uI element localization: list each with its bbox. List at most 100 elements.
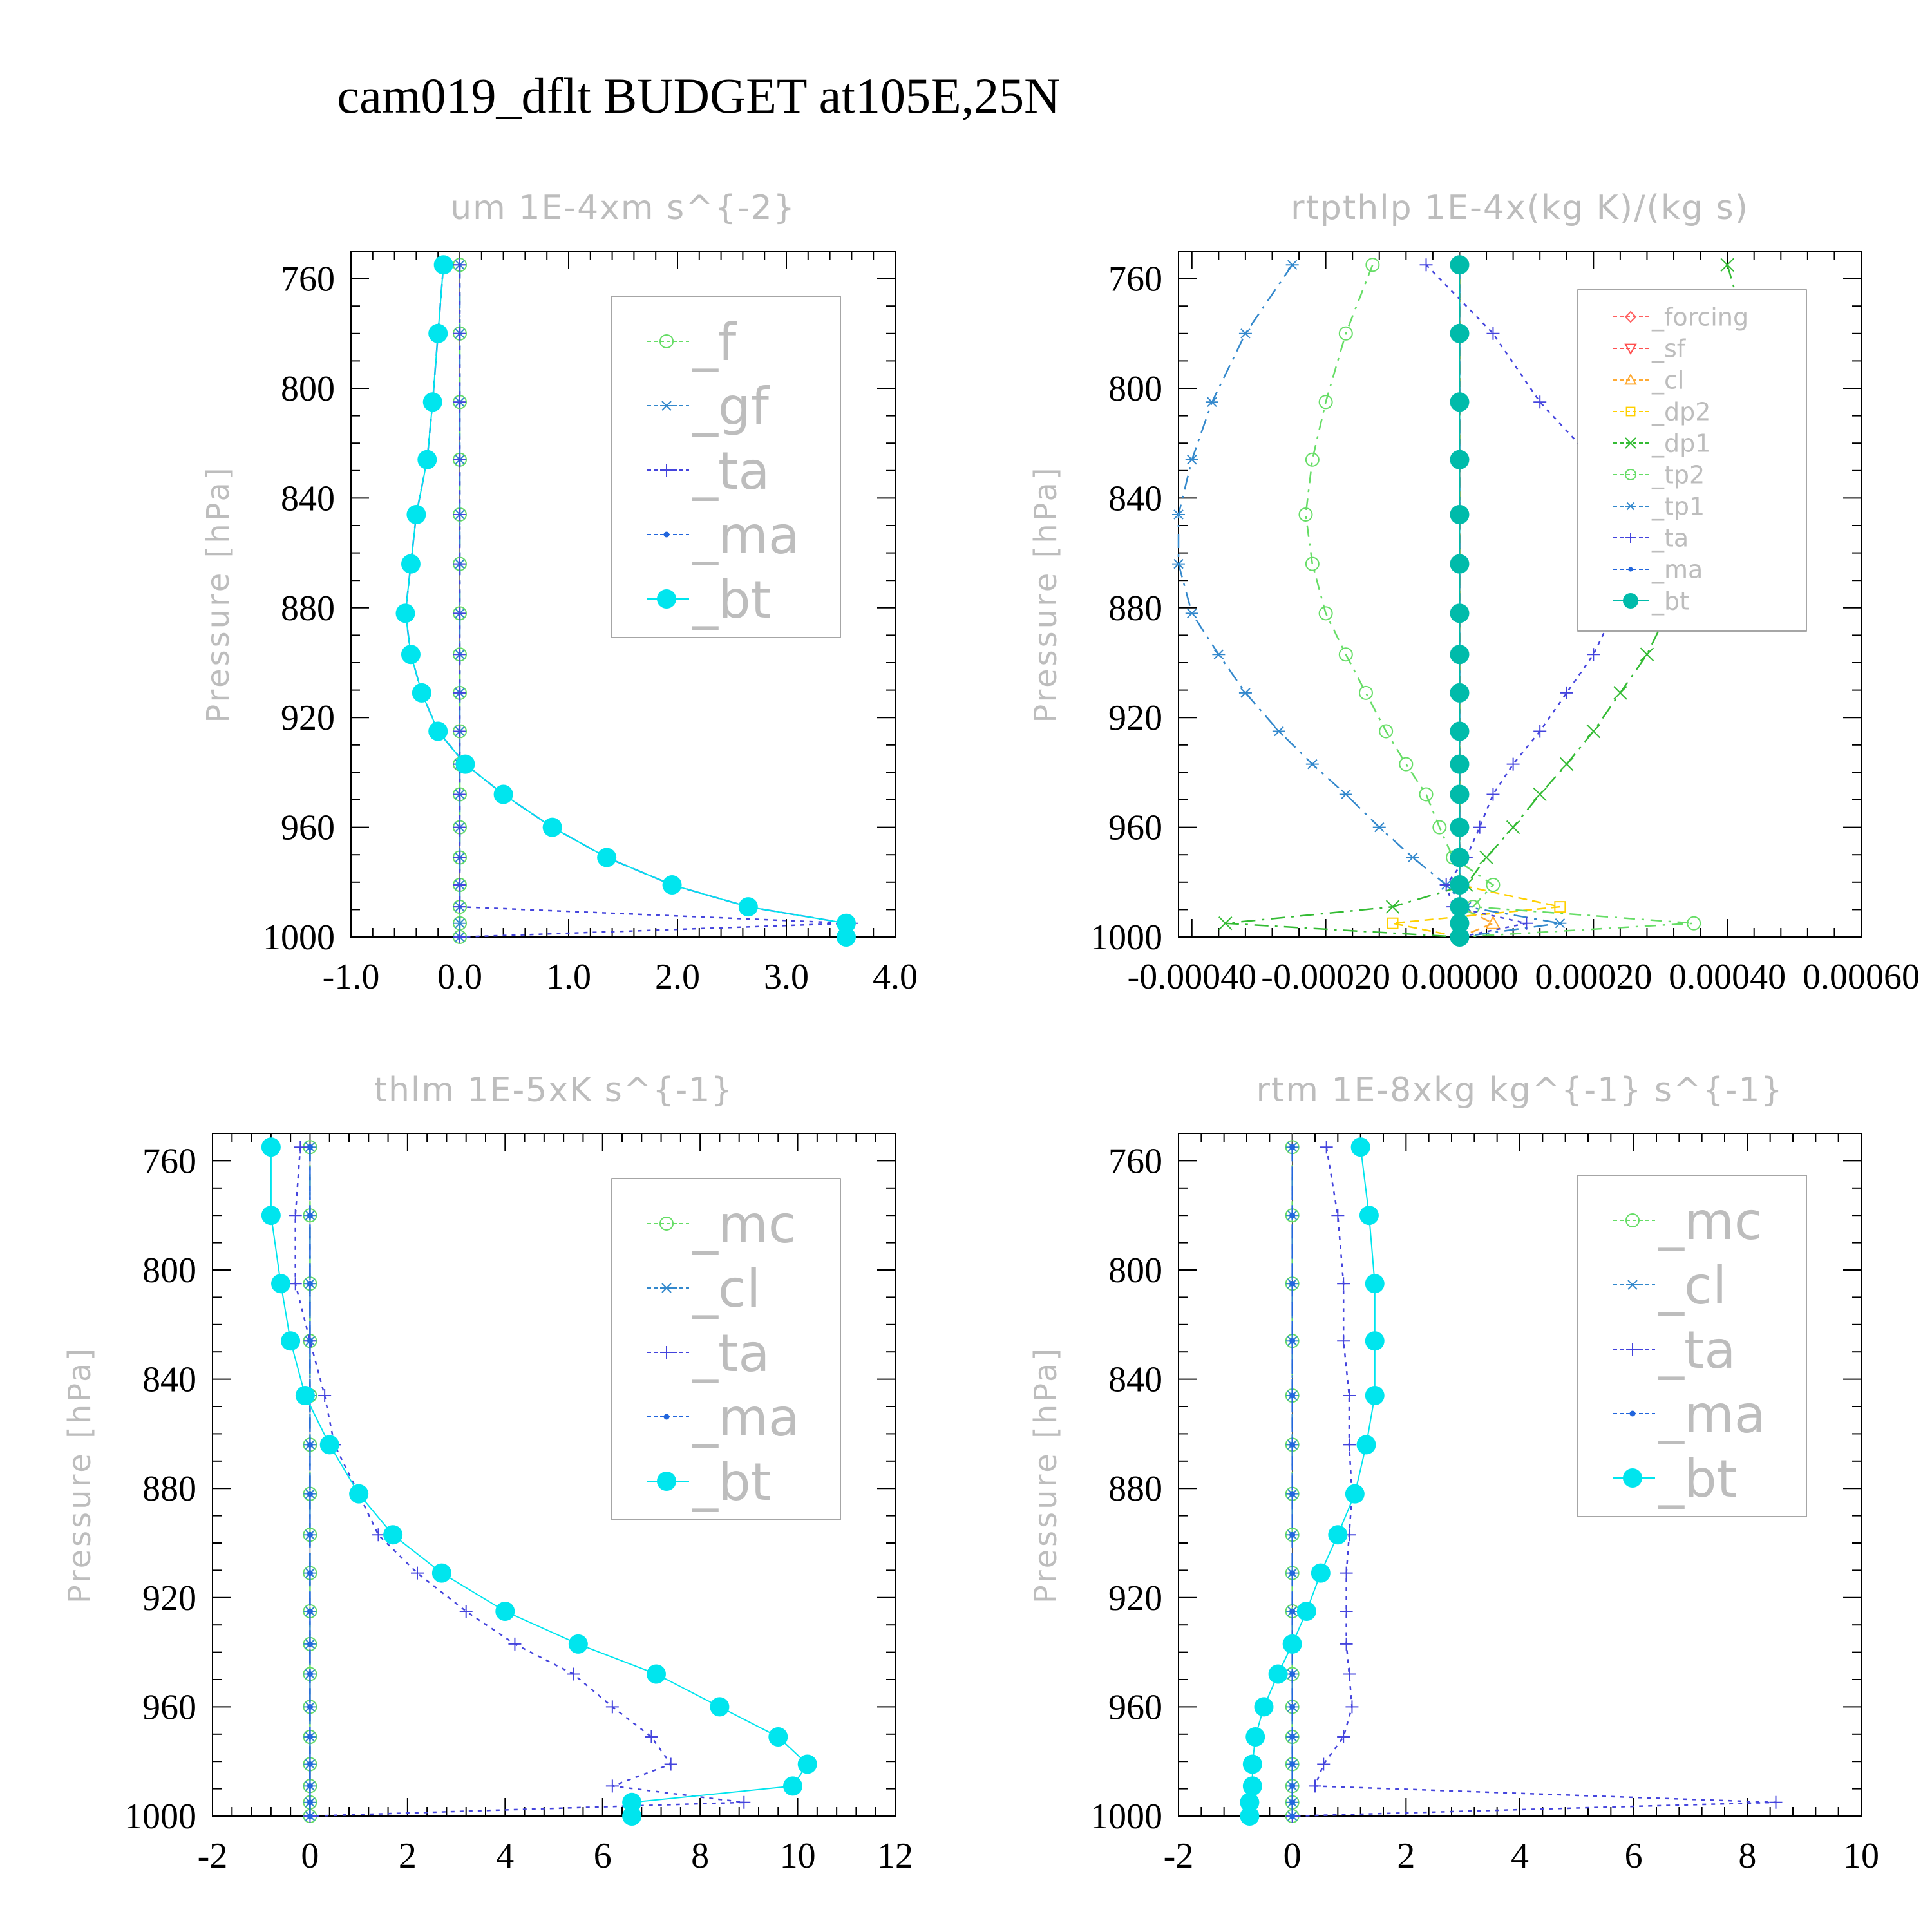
data-point <box>797 1754 817 1774</box>
y-tick-label: 800 <box>1108 1251 1162 1291</box>
legend: _forcing _sf _cl _dp2 _dp1 _tp2 _tp1 _ta _ma _bt <box>1577 289 1807 632</box>
data-point <box>1450 754 1470 774</box>
legend-marker <box>1624 373 1637 385</box>
x-tick-label: 2 <box>1397 1836 1415 1876</box>
y-tick-label: 800 <box>281 369 335 409</box>
data-point <box>1305 556 1320 571</box>
data-point <box>495 1602 515 1621</box>
data-point <box>1450 645 1470 665</box>
data-point <box>1560 686 1573 699</box>
data-point <box>307 1671 313 1678</box>
data-point <box>1305 759 1319 770</box>
x-tick-label: 4.0 <box>873 957 918 997</box>
legend-marker <box>659 1217 674 1231</box>
legend-item-ma: _ma <box>647 506 800 565</box>
data-point <box>1289 1799 1296 1806</box>
data-point <box>1450 927 1470 947</box>
data-point <box>1506 820 1520 835</box>
x-tick-label: 6 <box>1625 1836 1643 1876</box>
data-point <box>1343 1389 1356 1403</box>
x-tick-label: 1.0 <box>546 957 591 997</box>
data-point <box>453 724 466 738</box>
y-tick-label: 840 <box>142 1360 196 1400</box>
data-point <box>647 1664 666 1684</box>
legend-item-ta: _ta <box>1613 524 1689 553</box>
data-point <box>294 1141 307 1154</box>
panel-title: thlm 1E-5xK s^{-1} <box>374 1071 734 1110</box>
legend-item-tp2: _tp2 <box>1613 461 1705 489</box>
series-bt <box>395 255 856 947</box>
legend-label: _ta <box>1651 524 1689 553</box>
data-point <box>1289 1441 1296 1448</box>
y-tick-label: 800 <box>142 1251 196 1291</box>
legend-label: _cl <box>692 1259 761 1319</box>
data-point <box>1533 724 1547 738</box>
data-point <box>1486 788 1500 801</box>
data-point <box>1720 258 1734 272</box>
data-point <box>1450 897 1470 917</box>
legend-marker <box>1626 1280 1639 1290</box>
x-tick-label: -0.00020 <box>1261 957 1390 997</box>
data-point <box>1486 878 1501 893</box>
chart-panel-3: thlm 1E-5xK s^{-1}Pressure [hPa]76080084… <box>62 1071 913 1876</box>
data-point <box>395 603 415 623</box>
series-line <box>1249 1147 1376 1816</box>
data-point <box>1365 1331 1385 1351</box>
data-point <box>307 1813 313 1819</box>
data-point <box>417 450 437 469</box>
data-point <box>542 817 562 837</box>
data-point <box>622 1806 642 1826</box>
data-point <box>1337 1277 1350 1291</box>
legend-marker <box>663 531 670 538</box>
y-tick-label: 840 <box>1108 1360 1162 1400</box>
legend-item-bt: _bt <box>647 1452 771 1512</box>
series-line <box>1177 264 1560 938</box>
x-tick-label: -0.00040 <box>1127 957 1256 997</box>
data-point <box>453 900 466 914</box>
legend-item-ta: _ta <box>647 1323 770 1383</box>
series-line <box>1392 265 1560 938</box>
legend-item-dp2: _dp2 <box>1613 398 1710 426</box>
x-tick-label: 0.00000 <box>1401 957 1518 997</box>
y-tick-label: 960 <box>281 808 335 848</box>
legend-label: _mc <box>1658 1191 1763 1251</box>
legend-label: _bt <box>1658 1449 1737 1509</box>
data-point <box>1450 913 1470 933</box>
data-point <box>307 1608 313 1615</box>
y-tick-label: 920 <box>1108 1578 1162 1618</box>
data-point <box>1238 688 1252 698</box>
legend-box <box>611 296 841 638</box>
data-point <box>1338 647 1353 662</box>
data-point <box>597 848 617 867</box>
data-point <box>1450 817 1470 837</box>
legend-label: _f <box>692 312 737 372</box>
data-point <box>1240 1806 1260 1826</box>
legend-marker <box>660 1346 673 1359</box>
data-point <box>1289 1280 1296 1287</box>
data-point <box>1419 787 1434 802</box>
legend-marker <box>1626 1343 1639 1356</box>
legend-item-cl: _cl <box>1613 366 1684 395</box>
series-line <box>294 1147 744 1817</box>
data-point <box>372 1528 385 1542</box>
legend: _f_gf_ta_ma_bt <box>611 296 841 638</box>
x-tick-label: 0.00040 <box>1669 957 1786 997</box>
data-point <box>1365 1386 1385 1406</box>
data-point <box>412 683 431 703</box>
data-point <box>307 1441 313 1448</box>
chart-panel-4: rtm 1E-8xkg kg^{-1} s^{-1} Pressure [hPa]… <box>1028 1071 1879 1876</box>
y-tick-label: 1000 <box>263 918 335 958</box>
data-point <box>768 1727 788 1747</box>
data-point <box>307 1783 313 1789</box>
data-point <box>307 1144 313 1150</box>
x-tick-label: 8 <box>691 1836 709 1876</box>
data-point <box>318 1389 332 1403</box>
data-point <box>1587 648 1600 661</box>
legend-item-ma: _ma <box>1613 1385 1766 1444</box>
data-point <box>261 1206 281 1226</box>
data-point <box>1289 1338 1296 1344</box>
legend-marker <box>1625 406 1636 417</box>
legend-label: _ma <box>1658 1385 1766 1444</box>
y-tick-label: 840 <box>281 478 335 518</box>
